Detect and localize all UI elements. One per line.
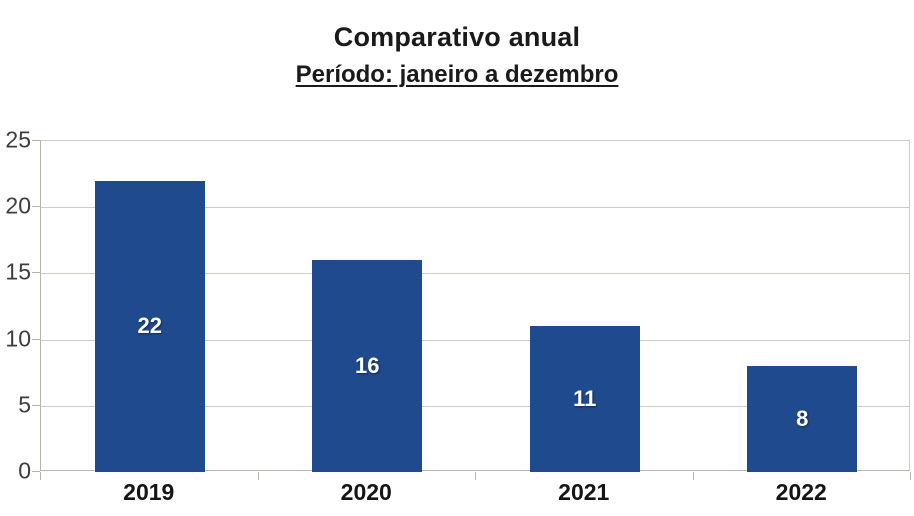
y-axis-tick-0 [32,471,40,472]
x-axis-tick-1 [257,472,259,480]
y-axis-label-15: 15 [5,258,31,285]
x-axis-label-2019: 2019 [123,479,175,505]
x-axis-tick-4 [910,472,911,480]
gridline-y-15 [41,273,909,275]
plot-area: 22 16 11 8 [40,140,910,472]
bar-value-label-2022: 8 [796,406,809,432]
y-axis-tick-10 [32,338,40,340]
bar-2022: 8 [747,366,858,472]
bar-value-label-2020: 16 [355,353,380,379]
x-axis-tick-0 [40,472,41,480]
y-axis-tick-5 [32,404,40,406]
bar-2021: 11 [529,326,640,472]
y-axis-label-25: 25 [5,126,31,153]
bar-2019: 22 [94,180,205,472]
chart-subtitle: Período: janeiro a dezembro [295,61,619,88]
bar-value-label-2021: 11 [573,386,597,412]
x-axis-label-2022: 2022 [775,479,827,505]
y-axis-label-5: 5 [18,391,31,418]
y-axis-tick-15 [32,272,40,274]
x-axis-tick-2 [475,472,476,480]
y-axis-label-20: 20 [5,192,31,219]
x-axis-tick-3 [692,472,694,480]
y-axis-tick-20 [32,206,40,208]
gridline-y-20 [41,207,909,209]
y-axis-label-0: 0 [18,457,31,484]
x-axis-label-2021: 2021 [558,479,610,505]
y-axis-label-10: 10 [5,325,31,352]
bar-value-label-2019: 22 [137,313,162,339]
chart-title: Comparativo anual [333,22,581,52]
bar-2020: 16 [312,260,423,472]
x-axis-label-2020: 2020 [340,479,392,505]
y-axis-tick-25 [32,140,40,141]
gridline-y-10 [41,339,909,341]
gridline-y-5 [41,405,909,407]
